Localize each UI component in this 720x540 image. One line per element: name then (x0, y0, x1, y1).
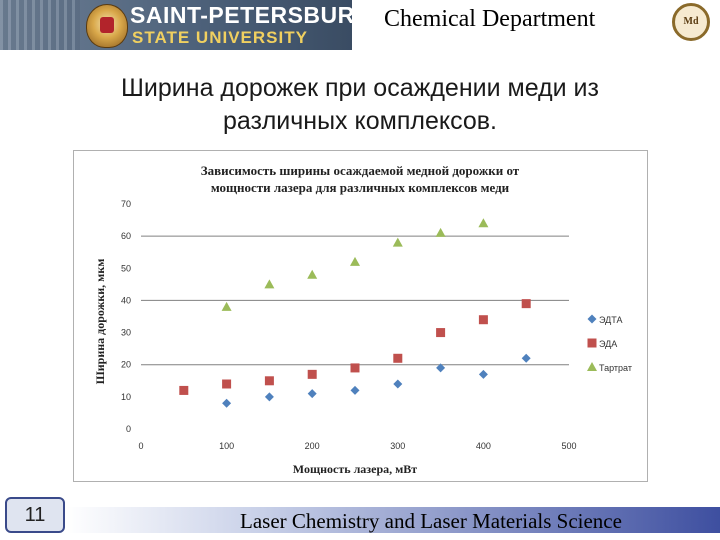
y-tick-label: 0 (126, 424, 131, 434)
y-tick-label: 70 (121, 199, 131, 209)
y-tick-label: 40 (121, 295, 131, 305)
x-tick-label: 0 (138, 441, 143, 451)
y-tick-label: 10 (121, 392, 131, 402)
data-point-series-2 (478, 315, 488, 325)
coat-of-arms-icon (86, 4, 128, 48)
data-point-series-2 (521, 299, 531, 309)
footer-text: Laser Chemistry and Laser Materials Scie… (240, 509, 622, 533)
y-tick-label: 20 (121, 360, 131, 370)
data-point-series-1 (393, 379, 403, 389)
slide-title-line1: Ширина дорожек при осаждении меди из (121, 74, 599, 102)
building-image (0, 0, 80, 50)
data-point-series-3 (435, 227, 446, 237)
y-tick-label: 50 (121, 263, 131, 273)
y-axis-label: Ширина дорожки, мкм (93, 259, 107, 385)
university-name-line1: SAINT-PETERSBURG (130, 2, 352, 28)
data-point-series-1 (307, 389, 317, 399)
y-tick-label: 60 (121, 231, 131, 241)
data-point-series-2 (307, 369, 317, 379)
slide-header: SAINT-PETERSBURG STATE UNIVERSITY Chemic… (0, 0, 720, 52)
data-point-series-3 (221, 301, 232, 311)
data-point-series-2 (350, 363, 360, 373)
footer-bar (66, 507, 720, 533)
legend-marker-series-1 (587, 314, 597, 324)
data-point-series-3 (392, 237, 403, 247)
x-tick-label: 100 (219, 441, 234, 451)
slide-number: 11 (5, 497, 65, 533)
legend-marker-series-3 (587, 362, 597, 371)
data-point-series-2 (393, 353, 403, 363)
department-seal-icon: Md (672, 3, 710, 41)
university-name-line2: STATE UNIVERSITY (132, 28, 308, 47)
x-tick-label: 400 (476, 441, 491, 451)
legend-marker-series-2 (587, 338, 597, 348)
data-point-series-2 (264, 376, 274, 386)
data-point-series-3 (478, 218, 489, 228)
chart-title-line2: мощности лазера для различных комплексов… (211, 180, 510, 195)
data-point-series-2 (222, 379, 232, 389)
data-point-series-2 (179, 385, 189, 395)
data-point-series-1 (264, 392, 274, 402)
y-tick-label: 30 (121, 328, 131, 338)
department-title: Chemical Department (384, 6, 596, 32)
data-point-series-1 (350, 385, 360, 395)
x-tick-label: 200 (305, 441, 320, 451)
scatter-chart: Зависимость ширины осаждаемой медной дор… (93, 163, 632, 476)
legend-label-series-1: ЭДТА (599, 315, 622, 325)
slide-title-line2: различных комплексов. (223, 107, 497, 135)
data-point-series-1 (521, 353, 531, 363)
legend-label-series-2: ЭДА (599, 339, 617, 349)
data-point-series-2 (436, 328, 446, 338)
chart-container: Зависимость ширины осаждаемой медной дор… (73, 150, 648, 482)
data-point-series-1 (222, 398, 232, 408)
x-tick-label: 500 (561, 441, 576, 451)
university-logo: SAINT-PETERSBURG STATE UNIVERSITY (0, 0, 352, 50)
slide-title: Ширина дорожек при осаждении меди из раз… (40, 72, 680, 138)
x-axis-label: Мощность лазера, мВт (293, 462, 418, 476)
data-point-series-3 (307, 269, 318, 279)
data-point-series-3 (264, 279, 275, 289)
x-tick-label: 300 (390, 441, 405, 451)
chart-title-line1: Зависимость ширины осаждаемой медной дор… (201, 163, 520, 178)
data-point-series-3 (350, 256, 360, 266)
data-point-series-1 (478, 369, 488, 379)
data-point-series-1 (436, 363, 446, 373)
legend-label-series-3: Тартрат (599, 363, 632, 373)
